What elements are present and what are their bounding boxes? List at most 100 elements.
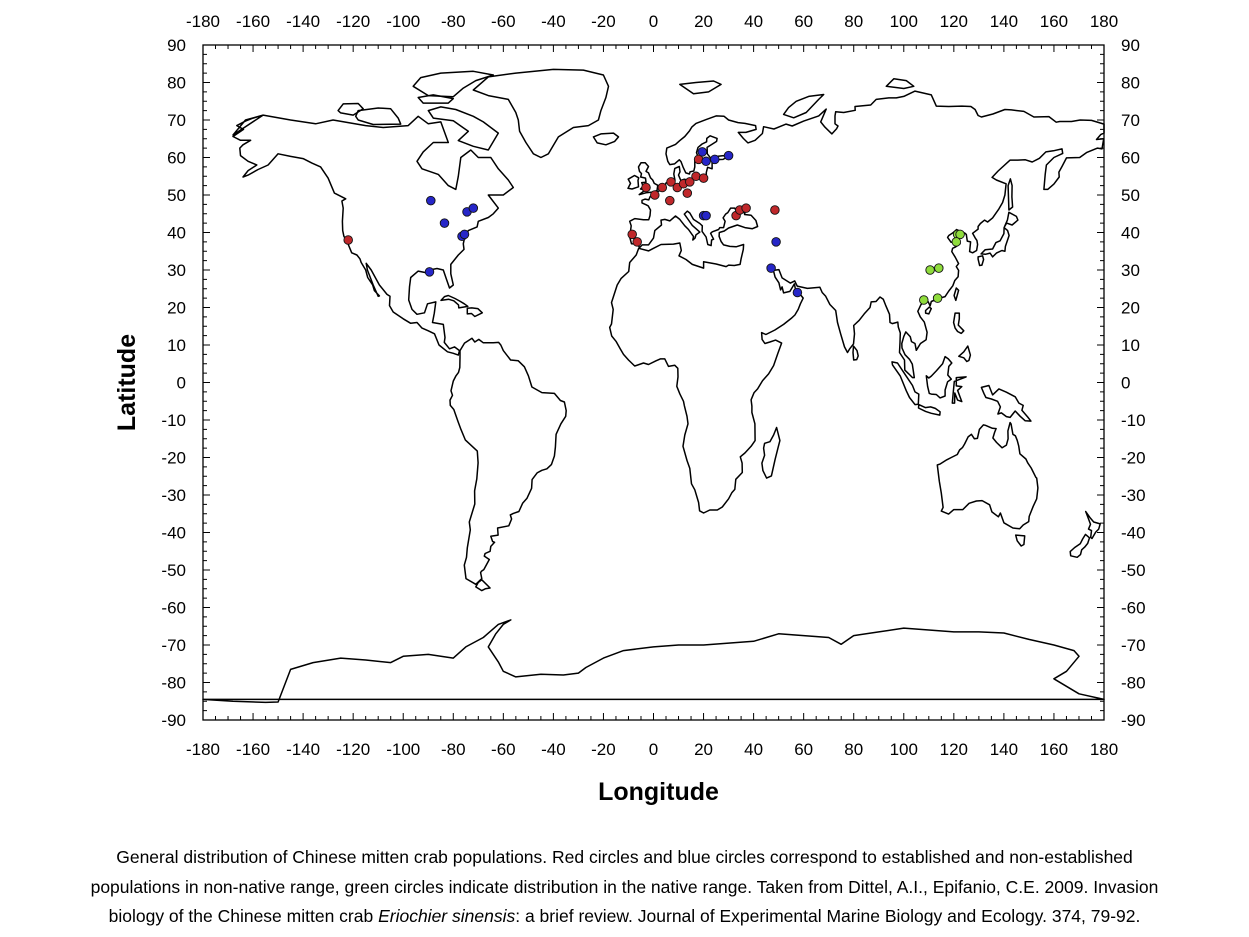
y-tick-label-right: -60 — [1121, 599, 1146, 618]
coastline-banks-island — [337, 102, 364, 116]
y-tick-label-left: 10 — [167, 336, 186, 355]
y-tick-label-left: -10 — [161, 411, 186, 430]
population-point-blue — [723, 150, 734, 161]
y-tick-label-right: 70 — [1121, 111, 1140, 130]
coastline-japan-hokkaido — [1003, 211, 1019, 228]
population-point-blue — [771, 237, 781, 247]
coastline-australia — [936, 421, 1039, 530]
x-tick-label-top: 100 — [890, 12, 918, 31]
x-tick-label-bottom: 80 — [844, 740, 863, 759]
population-point-blue — [459, 229, 470, 240]
population-point-blue — [701, 210, 711, 221]
y-tick-label-left: 40 — [167, 224, 186, 243]
x-tick-label-top: -160 — [236, 12, 270, 31]
y-tick-label-right: -40 — [1121, 524, 1146, 543]
coastline-new-zealand-south — [1069, 533, 1091, 559]
caption-line: biology of the Chinese mitten crab Erioc… — [10, 902, 1239, 932]
population-point-blue — [439, 218, 450, 228]
y-tick-label-right: -50 — [1121, 561, 1146, 580]
y-tick-label-left: -60 — [161, 599, 186, 618]
y-tick-label-left: 20 — [167, 299, 186, 318]
population-point-blue — [701, 156, 711, 167]
population-point-green — [955, 229, 965, 240]
population-point-blue — [792, 287, 803, 298]
population-point-blue — [766, 263, 776, 273]
x-axis-label: Longitude — [598, 778, 719, 806]
y-tick-label-left: -40 — [161, 524, 186, 543]
population-points — [343, 147, 965, 305]
x-tick-label-bottom: 160 — [1040, 740, 1068, 759]
coastline-north-america — [232, 114, 515, 356]
caption-line: populations in non-native range, green c… — [90, 876, 1159, 897]
x-tick-label-top: 160 — [1040, 12, 1068, 31]
y-tick-label-right: -30 — [1121, 486, 1146, 505]
x-tick-label-bottom: 180 — [1090, 740, 1118, 759]
coastline-hispaniola — [466, 307, 484, 318]
population-point-blue — [468, 203, 479, 213]
y-tick-label-right: 10 — [1121, 336, 1140, 355]
coastline-borneo — [925, 355, 953, 399]
coastline-svalbard — [679, 80, 722, 95]
plot-frame — [202, 44, 1105, 721]
x-tick-label-bottom: 120 — [940, 740, 968, 759]
x-tick-label-top: 40 — [744, 12, 763, 31]
y-tick-label-left: -80 — [161, 674, 186, 693]
x-tick-label-top: 80 — [844, 12, 863, 31]
population-point-red — [343, 235, 353, 245]
axis-ticks: -180-180-160-160-140-140-120-120-100-100… — [161, 12, 1145, 759]
population-point-red — [770, 205, 780, 215]
y-tick-label-right: -80 — [1121, 674, 1146, 693]
population-point-red — [650, 190, 660, 200]
coastline-baffin-island — [427, 106, 500, 151]
distribution-map: -180-180-160-160-140-140-120-120-100-100… — [113, 12, 1146, 806]
y-tick-label-left: 30 — [167, 261, 186, 280]
y-tick-label-right: -20 — [1121, 449, 1146, 468]
y-tick-label-left: 50 — [167, 186, 186, 205]
caption-line: General distribution of Chinese mitten c… — [116, 847, 1133, 867]
x-tick-label-top: -100 — [386, 12, 420, 31]
coastline-japan-kyushu — [977, 255, 985, 267]
population-point-red — [666, 177, 676, 187]
x-tick-label-bottom: 40 — [744, 740, 763, 759]
y-tick-label-right: -70 — [1121, 636, 1146, 655]
y-tick-label-right: 40 — [1121, 224, 1140, 243]
population-point-red — [665, 195, 675, 206]
y-tick-label-right: 20 — [1121, 299, 1140, 318]
x-tick-label-bottom: -160 — [236, 740, 270, 759]
population-point-red — [641, 182, 651, 193]
population-point-red — [685, 177, 695, 187]
y-tick-label-left: 80 — [167, 74, 186, 93]
coastline-tierra-del-fuego — [475, 579, 491, 592]
population-point-green — [951, 237, 962, 247]
x-tick-label-top: 120 — [940, 12, 968, 31]
x-tick-label-top: 60 — [794, 12, 813, 31]
x-tick-label-bottom: -140 — [286, 740, 320, 759]
figure-caption: General distribution of Chinese mitten c… — [10, 843, 1239, 932]
coastline-sulawesi — [951, 376, 967, 404]
coastline-japan-honshu — [980, 226, 1010, 258]
coastline-severnaya-zemlya — [885, 78, 915, 90]
y-tick-label-left: 70 — [167, 111, 186, 130]
coastline-ellesmere-island — [412, 70, 495, 98]
coastline-taiwan — [953, 287, 960, 302]
coastline-novaya-zemlya — [782, 93, 825, 119]
y-tick-label-left: 60 — [167, 149, 186, 168]
population-point-green — [934, 263, 944, 273]
x-tick-label-top: -80 — [441, 12, 466, 31]
x-tick-label-top: 180 — [1090, 12, 1118, 31]
population-point-green — [932, 293, 943, 303]
coastline-eurasia — [608, 90, 1105, 514]
y-tick-label-left: -70 — [161, 636, 186, 655]
y-tick-label-right: 60 — [1121, 149, 1140, 168]
population-point-red — [698, 173, 709, 183]
coastline-victoria-island — [354, 107, 402, 126]
x-tick-label-bottom: -20 — [591, 740, 616, 759]
x-tick-label-bottom: -120 — [336, 740, 370, 759]
coastline-antarctica — [202, 619, 1105, 704]
y-tick-label-left: 90 — [167, 36, 186, 55]
y-tick-label-right: -10 — [1121, 411, 1146, 430]
coastline-hainan — [924, 306, 933, 315]
y-tick-label-left: -90 — [161, 711, 186, 730]
x-tick-label-top: -40 — [541, 12, 566, 31]
y-tick-label-right: 80 — [1121, 74, 1140, 93]
